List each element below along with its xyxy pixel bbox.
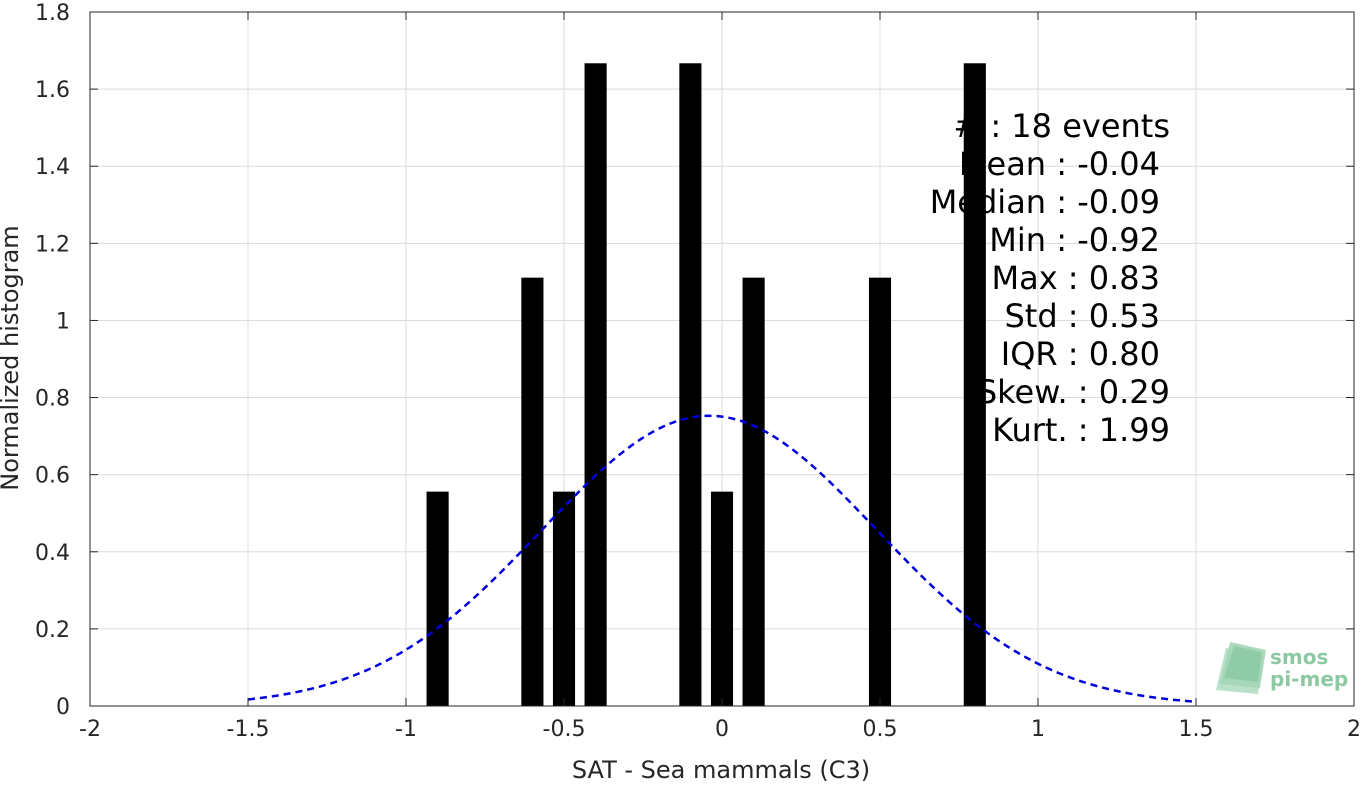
stats-line: Max : 0.83 [991,259,1160,297]
histogram-bar [710,491,734,706]
normal-fit-curve [247,414,1197,703]
logo-text-smos: smos [1270,645,1328,669]
stats-line: Mean : -0.04 [959,145,1160,183]
histogram-bar [679,63,702,707]
y-tick-label: 1.8 [35,1,70,26]
bars [426,63,986,707]
y-tick-label: 1.2 [35,232,70,257]
stats-line: Min : -0.92 [989,221,1160,259]
histogram-bar [426,491,449,706]
y-tick-label: 1.6 [35,78,70,103]
stats-line: Std : 0.53 [1004,297,1160,335]
x-tick-label: 1.5 [1179,717,1214,742]
y-tick-label: 0.2 [35,618,70,643]
histogram-bar [584,63,607,707]
stats-line: Kurt. : 1.99 [992,411,1170,449]
grid [89,11,1355,707]
x-axis-title: SAT - Sea mammals (C3) [572,756,870,784]
y-tick-labels: 0 0.2 0.4 0.6 0.8 1 1.2 1.4 1.6 1.8 [35,1,70,720]
histogram-bar [963,63,986,707]
axes [89,11,1355,707]
x-tick-label: 2 [1347,717,1361,742]
logo-icon [1216,642,1266,694]
histogram-bar [521,277,544,706]
y-tick-label: 0.4 [35,541,70,566]
x-tick-label: 0.5 [863,717,898,742]
x-tick-label: -2 [79,717,101,742]
x-tick-label: -0.5 [543,717,586,742]
stats-line: # : 18 events [953,107,1170,145]
smos-pi-mep-logo: smos pi-mep [1216,642,1348,694]
x-tick-label: 0 [715,717,729,742]
x-tick-label: -1 [395,717,417,742]
histogram-bar [742,277,765,706]
axes-box [89,11,1355,707]
x-tick-label: -1.5 [227,717,270,742]
histogram-bar [868,277,892,706]
stats-line: Median : -0.09 [930,183,1160,221]
logo-text-pi-mep: pi-mep [1270,667,1348,691]
x-tick-label: 1 [1031,717,1045,742]
x-tick-labels: -2 -1.5 -1 -0.5 0 0.5 1 1.5 2 [79,717,1361,742]
y-tick-label: 1.4 [35,155,70,180]
y-tick-label: 0.8 [35,387,70,412]
y-axis-title: Normalized histogram [0,225,24,490]
stats-line: Skew. : 0.29 [977,373,1170,411]
stats-line: IQR : 0.80 [1001,335,1160,373]
histogram-bar [552,491,576,706]
y-tick-label: 0 [56,695,70,720]
y-tick-label: 1 [56,309,70,334]
y-tick-label: 0.6 [35,464,70,489]
